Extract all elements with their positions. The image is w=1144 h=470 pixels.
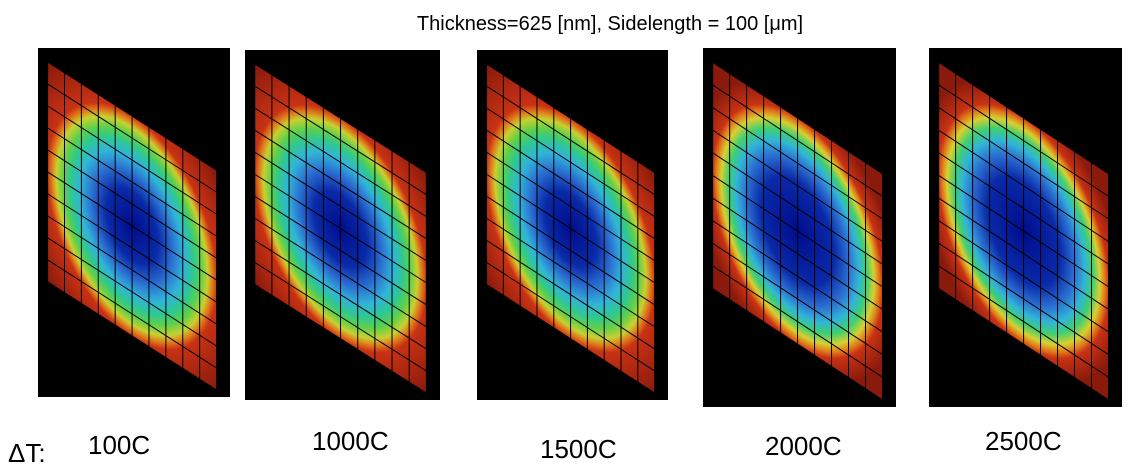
panel: 1000C [245, 50, 440, 456]
mesh-line [48, 216, 217, 324]
mesh [939, 62, 1109, 399]
mesh-line [48, 260, 217, 368]
mesh-line [487, 240, 655, 348]
delta-t-label: ΔT: [8, 438, 46, 468]
panels: 100C 1000C 1500C 2000C 2500C [38, 48, 1122, 464]
mesh-line [939, 221, 1109, 332]
panel-label: 1500C [540, 434, 617, 464]
mesh-line [487, 196, 655, 305]
mesh-line [713, 198, 883, 309]
mesh-line [939, 243, 1109, 354]
panel-label: 1000C [312, 426, 389, 456]
mesh-line [487, 285, 655, 394]
mesh-line [255, 240, 427, 348]
mesh-line [487, 218, 655, 327]
panel: 2000C [703, 48, 896, 461]
mesh [48, 62, 217, 390]
panel: 1500C [477, 50, 668, 464]
mesh-line [713, 289, 883, 400]
mesh-line [255, 262, 427, 371]
mesh-line [939, 266, 1109, 377]
mesh-line [487, 174, 655, 283]
panel-label: 100C [88, 430, 150, 460]
mesh-line [255, 285, 427, 394]
mesh-line [255, 196, 427, 305]
mesh [713, 62, 883, 399]
mesh-line [48, 194, 217, 302]
mesh-line [939, 289, 1109, 400]
mesh-line [939, 198, 1109, 309]
mesh-line [255, 174, 427, 283]
mesh-line [939, 175, 1109, 286]
mesh [487, 64, 655, 393]
panel: 100C [38, 48, 230, 460]
panel: 2500C [929, 48, 1122, 456]
panel-label: 2000C [765, 431, 842, 461]
mesh [255, 64, 427, 393]
mesh-line [713, 243, 883, 354]
mesh-line [48, 238, 217, 346]
panel-label: 2500C [985, 426, 1062, 456]
mesh-line [48, 282, 217, 390]
mesh-line [48, 172, 217, 280]
figure-title: Thickness=625 [nm], Sidelength = 100 [μm… [417, 13, 803, 35]
mesh-line [255, 218, 427, 327]
mesh-line [487, 262, 655, 371]
mesh-line [713, 175, 883, 286]
mesh-line [713, 221, 883, 332]
mesh-line [713, 266, 883, 377]
